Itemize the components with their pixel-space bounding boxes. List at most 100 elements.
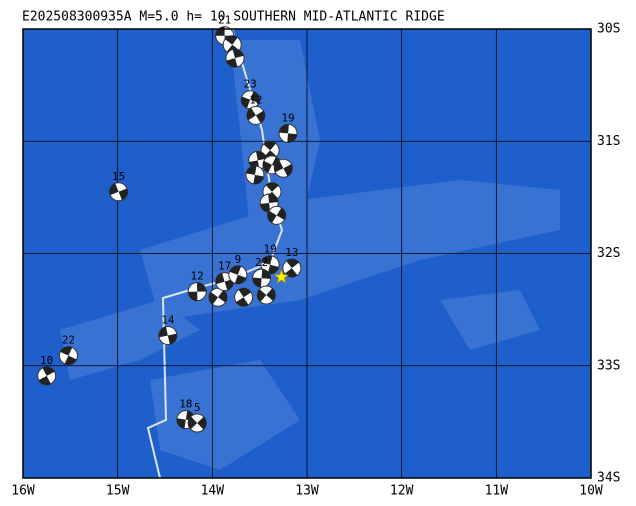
compression-quadrant [188,291,198,301]
focal-mechanism: 19 [278,111,298,143]
event-label: 22 [255,256,268,269]
compression-quadrant [274,160,284,173]
x-tick-label: 15W [106,484,130,499]
compression-quadrant [261,255,273,265]
focal-mechanism [245,165,265,185]
compression-quadrant [197,416,207,430]
compression-quadrant [42,366,55,376]
event-label: 17 [218,260,231,273]
x-tick-label: 16W [11,484,35,499]
compression-quadrant [267,264,279,274]
compression-quadrant [158,326,168,338]
compression-quadrant [64,355,77,365]
compression-quadrant [267,210,277,224]
y-tick-label: 32S [597,246,620,261]
compression-quadrant [268,193,279,203]
compression-quadrant [283,164,293,177]
y-tick-label: 31S [597,134,620,149]
compression-quadrant [287,133,298,143]
compression-quadrant [279,124,289,134]
compression-quadrant [225,35,238,45]
focal-mechanism: 18 [176,398,196,430]
compression-quadrant [209,291,219,305]
compression-quadrant [232,49,244,59]
event-label: 5 [194,401,201,414]
event-label: 19 [281,111,294,124]
compression-quadrant [262,160,272,173]
compression-quadrant [246,165,257,175]
focal-mechanism: 10 [37,354,57,386]
x-tick-label: 14W [201,484,225,499]
compression-quadrant [256,151,267,161]
compression-quadrant [276,207,286,220]
y-tick-label: 33S [597,358,620,373]
x-tick-label: 11W [485,484,509,499]
compression-quadrant [118,188,128,201]
focal-mechanism: 9 [228,253,248,285]
focal-mechanism: 12 [187,270,207,302]
focal-mechanism [248,150,268,170]
compression-quadrant [266,288,276,301]
map-title: E202508300935A M=5.0 h= 10 SOUTHERN MID-… [22,10,445,25]
compression-quadrant [241,96,251,109]
event-label: 18 [179,398,192,411]
compression-quadrant [238,288,252,298]
compression-quadrant [109,183,119,196]
x-tick-label: 12W [390,484,414,499]
event-label: 19 [263,243,276,256]
bathymetry [60,40,560,470]
compression-quadrant [257,289,267,302]
event-label: 12 [191,270,204,283]
compression-quadrant [261,269,271,279]
compression-quadrant [246,107,256,121]
compression-quadrant [176,418,186,429]
event-label: 13 [285,246,298,259]
focal-mechanism [225,48,245,68]
compression-quadrant [226,58,238,68]
focal-mechanism: 19 [260,243,280,275]
main-event-star [273,268,290,284]
event-label: 14 [161,313,175,326]
compression-quadrant [252,277,262,288]
event-label: 23 [244,78,257,91]
compression-quadrant [234,274,247,284]
compression-quadrant [236,297,249,307]
focal-mechanism: 14 [158,313,178,345]
focal-mechanism: 5 [187,401,207,433]
focal-mechanism [234,287,254,307]
event-label: 10 [40,354,53,367]
compression-quadrant [286,259,299,269]
event-label: 9 [235,253,242,266]
focal-mechanism [256,285,276,305]
focal-mechanism [267,205,287,225]
x-tick-label: 13W [295,484,319,499]
y-tick-label: 34S [597,471,620,486]
focal-mechanism: 12 [246,93,266,125]
compression-quadrant [250,91,260,103]
compression-quadrant [263,141,277,151]
focal-mechanism: 22 [58,334,78,366]
y-tick-label: 30S [597,22,620,37]
compression-quadrant [260,202,271,212]
focal-mechanism: 13 [282,246,302,278]
event-label: 15 [112,170,125,183]
compression-quadrant [255,110,265,124]
compression-quadrant [60,346,73,356]
compression-quadrant [38,375,51,385]
compression-quadrant [197,282,207,292]
compression-quadrant [218,289,228,303]
compression-quadrant [253,174,264,184]
compression-quadrant [188,416,198,430]
focal-mechanism: 15 [109,170,129,202]
compression-quadrant [265,182,279,192]
event-label: 22 [62,334,75,347]
event-label: 21 [218,14,231,27]
compression-quadrant [215,272,225,285]
x-tick-label: 10W [579,484,603,499]
map-frame [22,28,592,479]
event-label: 12 [249,93,262,106]
focal-mechanism [273,158,293,178]
focal-mechanism: 22 [252,256,272,288]
compression-quadrant [229,265,241,275]
